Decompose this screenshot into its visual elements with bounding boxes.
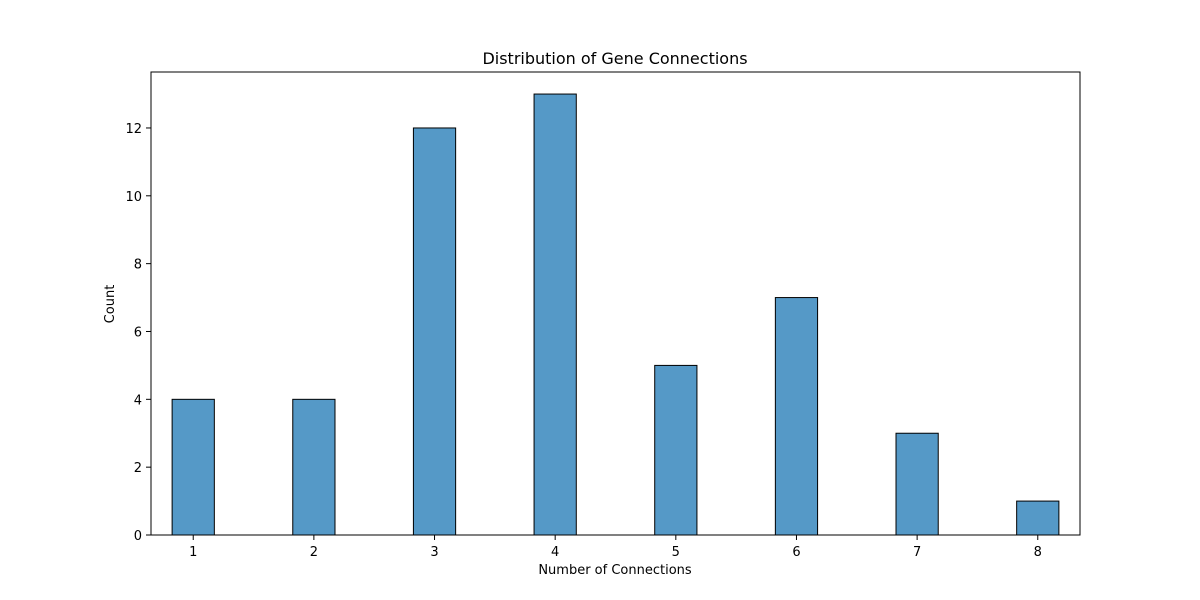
x-tick-label-4: 4: [551, 545, 559, 560]
y-tick-label-8: 8: [134, 258, 142, 273]
x-tick-label-1: 1: [189, 545, 197, 560]
x-tick-label-7: 7: [913, 545, 921, 560]
bar-8: [1016, 500, 1060, 536]
bar-1: [171, 398, 215, 536]
y-tick-label-4: 4: [134, 393, 142, 408]
x-tick-label-3: 3: [430, 545, 438, 560]
chart-title: Distribution of Gene Connections: [482, 49, 747, 68]
x-tick-label-6: 6: [792, 545, 800, 560]
x-tick-label-8: 8: [1034, 545, 1042, 560]
y-tick-label-10: 10: [125, 190, 142, 205]
x-tick-label-2: 2: [310, 545, 318, 560]
axes-frame: [150, 71, 1081, 536]
bar-4: [533, 93, 577, 536]
y-tick-label-2: 2: [134, 461, 142, 476]
y-axis-label: Count: [103, 285, 118, 324]
y-tick-label-0: 0: [134, 529, 142, 544]
bar-5: [654, 364, 698, 536]
bar-2: [292, 398, 336, 536]
bar-7: [895, 432, 939, 536]
x-axis-label: Number of Connections: [538, 563, 692, 578]
y-tick-label-12: 12: [125, 122, 142, 137]
bar-6: [774, 297, 819, 536]
y-tick-label-6: 6: [134, 325, 142, 340]
bar-3: [412, 127, 457, 536]
x-tick-label-5: 5: [672, 545, 680, 560]
